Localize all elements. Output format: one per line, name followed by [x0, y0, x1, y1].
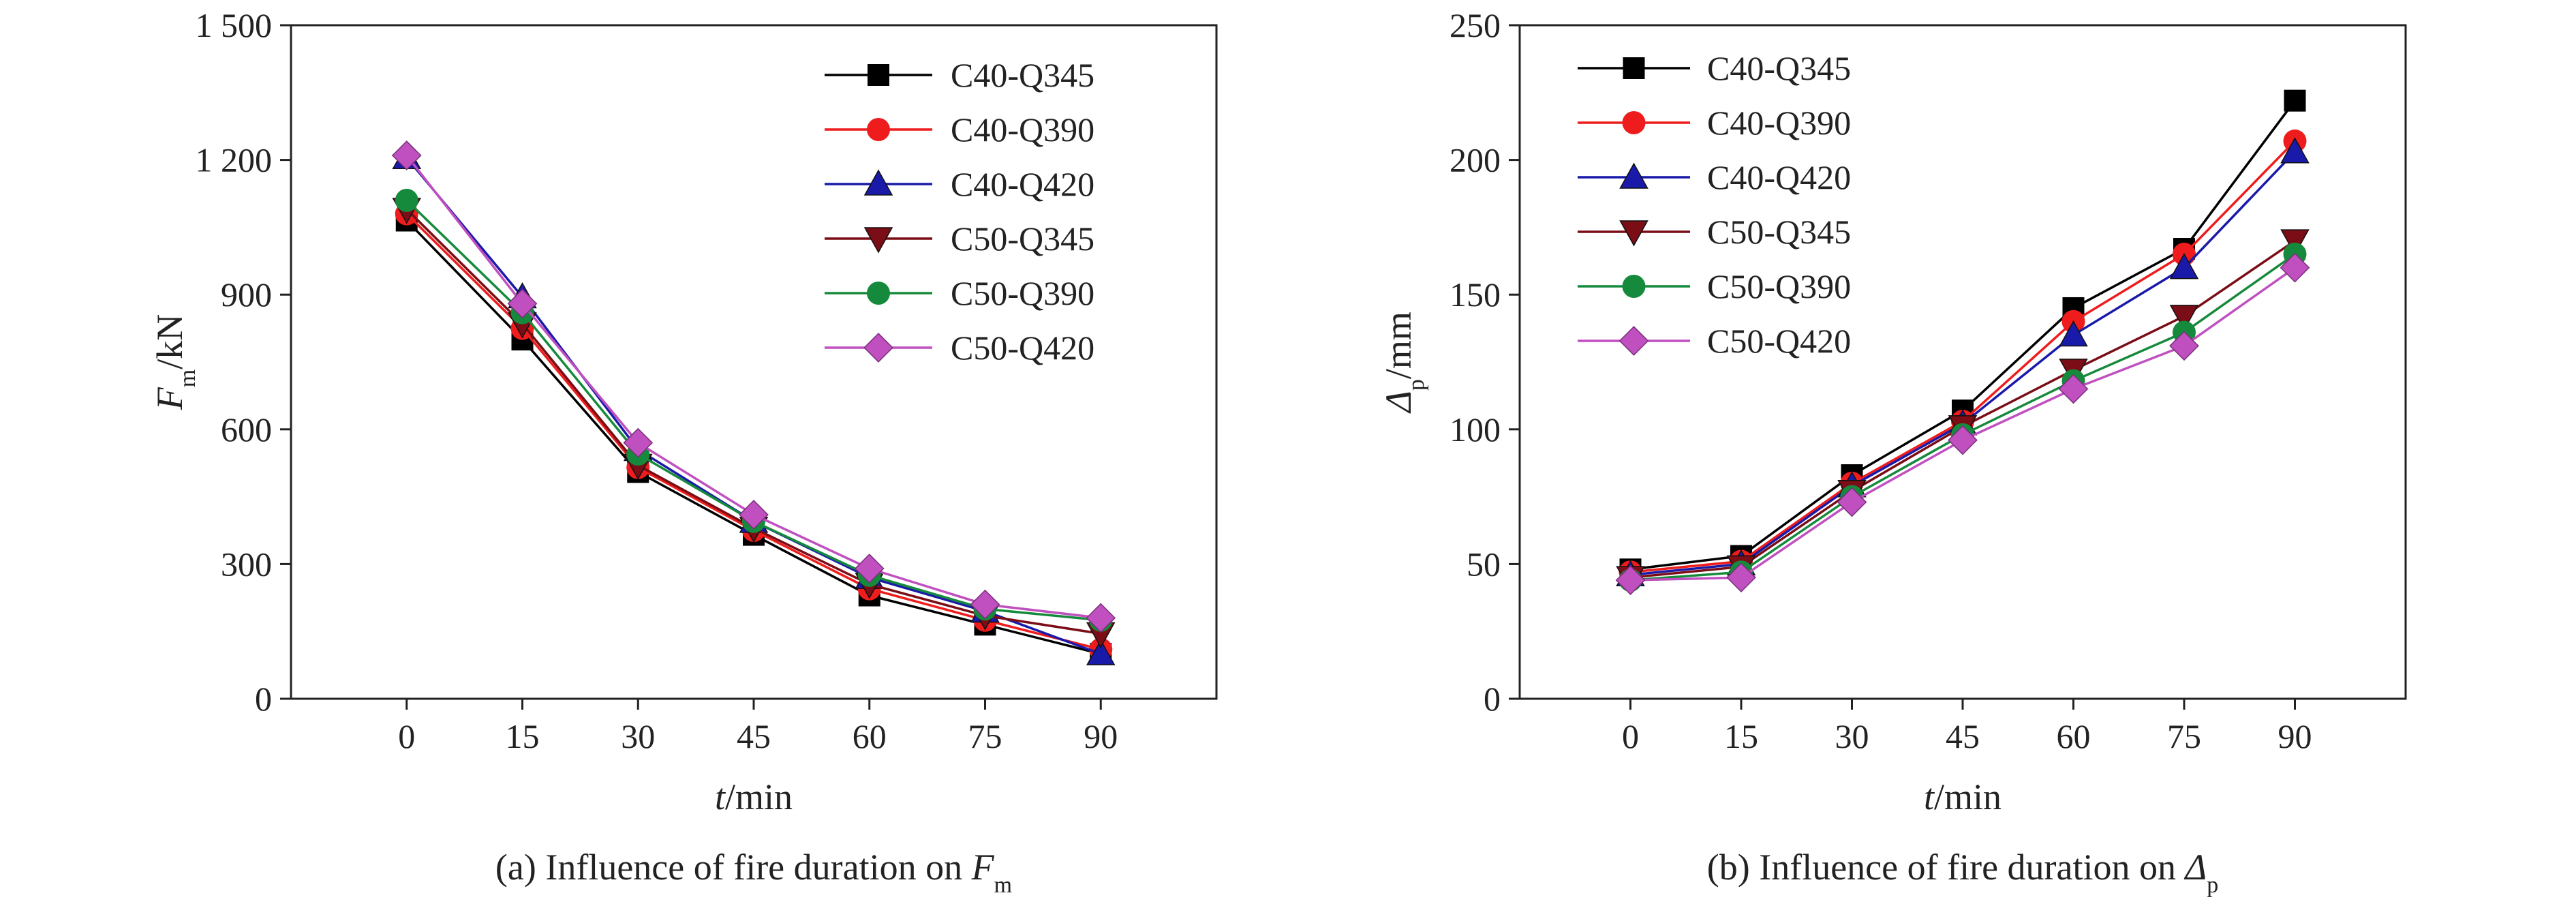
data-point [623, 427, 654, 458]
data-point [2058, 374, 2089, 404]
y-tick-label: 0 [1484, 680, 1501, 718]
legend-label: C50-Q420 [951, 329, 1094, 367]
y-tick-label: 0 [255, 680, 272, 718]
legend-label: C40-Q420 [951, 165, 1094, 203]
legend-label: C50-Q345 [1707, 213, 1851, 251]
legend-label: C40-Q390 [951, 110, 1094, 149]
data-point [1948, 425, 1978, 455]
legend-label: C40-Q345 [951, 56, 1094, 94]
series-C50-Q420 [1615, 252, 2310, 595]
x-axis-label: t/min [1924, 776, 2002, 817]
series-C40-Q420 [1616, 137, 2310, 586]
legend-marker [863, 333, 893, 363]
series-C50-Q420 [391, 140, 1116, 633]
x-tick-label: 75 [968, 717, 1002, 755]
data-point [1615, 565, 1646, 595]
y-tick-label: 600 [221, 410, 272, 449]
x-tick-label: 90 [2278, 717, 2312, 755]
y-tick-label: 1 500 [196, 6, 273, 44]
x-tick-label: 15 [1724, 717, 1758, 755]
data-point [1726, 562, 1756, 593]
x-tick-label: 60 [2057, 717, 2091, 755]
legend-label: C40-Q390 [1707, 104, 1851, 142]
y-tick-label: 150 [1450, 275, 1501, 314]
x-tick-label: 60 [853, 717, 887, 755]
data-point [2059, 320, 2088, 347]
chart-panel-b: 0 15 30 45 60 75 90 0 50 100 150 200 250 t/min Δp/mm (b… [1378, 6, 2407, 898]
legend-marker [863, 169, 893, 196]
x-tick-label: 90 [1084, 717, 1118, 755]
data-point [2280, 229, 2310, 256]
series-C50-Q345 [392, 198, 1116, 649]
panel-caption: (b) Influence of fire duration on Δp [1707, 847, 2218, 898]
legend: C40-Q345 C40-Q390 C40-Q420 C50-Q345 C50-Q390… [1578, 49, 1851, 360]
y-tick-label: 200 [1450, 141, 1501, 179]
data-point [1086, 639, 1116, 665]
series-C40-Q390 [395, 202, 1113, 661]
legend-marker [1619, 220, 1649, 247]
y-tick-label: 50 [1467, 545, 1501, 583]
y-axis-label: Δp/mm [1378, 312, 1429, 414]
x-axis-label: t/min [715, 776, 793, 817]
data-point [2169, 331, 2199, 361]
data-point [391, 140, 422, 170]
x-tick-label: 15 [506, 717, 540, 755]
y-tick-label: 1 200 [196, 141, 273, 179]
x-tick-label: 75 [2167, 717, 2201, 755]
y-tick-label: 250 [1450, 6, 1501, 44]
legend-label: C40-Q420 [1707, 158, 1851, 196]
panel-caption: (a) Influence of fire duration on Fm [495, 847, 1012, 898]
data-point [2169, 253, 2199, 280]
data-point [1837, 487, 1867, 517]
series-line [405, 199, 1101, 622]
x-tick-label: 0 [1622, 717, 1639, 755]
legend-label: C50-Q420 [1707, 322, 1851, 360]
y-axis-label: Fm/kN [149, 314, 200, 410]
legend-marker [1622, 275, 1646, 298]
legend-marker [868, 64, 889, 86]
legend-marker [1622, 111, 1646, 134]
x-tick-label: 45 [737, 717, 771, 755]
series-line [405, 208, 1101, 635]
legend-marker [1623, 57, 1645, 79]
legend: C40-Q345 C40-Q390 C40-Q420 C50-Q345 C50-Q390… [825, 56, 1094, 367]
data-point [2280, 252, 2310, 283]
legend-marker [863, 227, 893, 254]
x-tick-label: 30 [621, 717, 655, 755]
legend-marker [867, 118, 890, 141]
legend-label: C50-Q345 [951, 220, 1094, 258]
y-tick-label: 300 [221, 545, 272, 583]
y-tick-label: 900 [221, 275, 272, 314]
data-point [970, 589, 1000, 620]
data-point [2284, 89, 2306, 112]
legend-label: C40-Q345 [1707, 49, 1851, 87]
data-point [1086, 603, 1116, 633]
x-tick-label: 30 [1835, 717, 1869, 755]
plot-frame [1518, 24, 2407, 700]
x-tick-label: 45 [1946, 717, 1980, 755]
data-point [395, 188, 418, 212]
legend-label: C50-Q390 [951, 274, 1094, 312]
y-tick-label: 100 [1450, 410, 1501, 449]
data-point [507, 288, 538, 319]
x-tick-label: 0 [398, 717, 415, 755]
legend-label: C50-Q390 [1707, 267, 1851, 305]
data-point [854, 554, 885, 584]
legend-marker [1619, 162, 1649, 189]
data-point [739, 500, 769, 530]
legend-marker [1619, 326, 1649, 356]
data-point [2280, 137, 2310, 164]
legend-marker [867, 282, 890, 305]
data-point [2169, 305, 2199, 331]
